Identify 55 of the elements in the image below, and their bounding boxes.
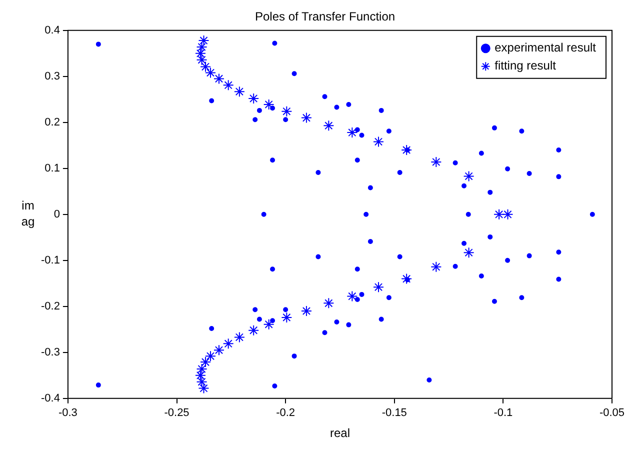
y-tick-label: -0.4 bbox=[40, 392, 60, 404]
point bbox=[372, 136, 384, 148]
point bbox=[502, 208, 514, 220]
point bbox=[323, 120, 334, 132]
y-tick-label: 0.2 bbox=[44, 116, 60, 128]
point bbox=[263, 98, 274, 110]
x-tick-label: -0.15 bbox=[382, 407, 407, 420]
point bbox=[222, 338, 234, 350]
point bbox=[200, 356, 211, 368]
point bbox=[213, 344, 224, 356]
y-axis-title: imag bbox=[21, 198, 35, 229]
point bbox=[263, 318, 274, 330]
point bbox=[401, 144, 412, 156]
chart-title: Poles of Transfer Function bbox=[254, 10, 396, 24]
point bbox=[430, 261, 442, 272]
x-tick-label: -0.25 bbox=[164, 407, 190, 420]
point bbox=[281, 106, 292, 117]
point bbox=[213, 73, 224, 84]
point bbox=[234, 332, 245, 343]
point bbox=[300, 112, 312, 124]
x-tick-label: -0.05 bbox=[599, 407, 625, 420]
y-tick-label: 0.1 bbox=[44, 162, 60, 174]
y-tick-label: 0 bbox=[54, 208, 60, 220]
point bbox=[300, 306, 312, 316]
point bbox=[248, 324, 260, 336]
point bbox=[346, 127, 358, 138]
point bbox=[494, 208, 505, 220]
point bbox=[200, 61, 211, 72]
point bbox=[323, 298, 334, 309]
y-tick-label: 0.4 bbox=[44, 24, 60, 36]
x-tick-label: -0.1 bbox=[494, 407, 513, 420]
point bbox=[196, 363, 208, 374]
legend-label: fitting result bbox=[494, 58, 557, 73]
point bbox=[248, 92, 260, 104]
point bbox=[281, 312, 292, 323]
point bbox=[222, 80, 234, 91]
point bbox=[204, 67, 216, 78]
point bbox=[196, 41, 208, 52]
x-tick-label: -0.3 bbox=[58, 407, 78, 420]
y-tick-label: -0.3 bbox=[40, 346, 60, 358]
point bbox=[463, 170, 474, 182]
x-axis-title: real bbox=[330, 426, 350, 440]
point bbox=[372, 282, 384, 293]
point bbox=[463, 247, 474, 258]
y-tick-label: -0.2 bbox=[40, 300, 60, 312]
point bbox=[430, 156, 442, 168]
y-tick-label: 0.3 bbox=[44, 70, 60, 82]
y-tick-label: -0.1 bbox=[40, 254, 60, 266]
x-tick-label: -0.2 bbox=[276, 407, 296, 420]
point bbox=[234, 86, 245, 98]
point bbox=[401, 273, 412, 284]
legend-label: experimental result bbox=[494, 40, 597, 55]
point bbox=[198, 35, 210, 46]
point bbox=[346, 290, 358, 302]
point bbox=[204, 350, 216, 362]
